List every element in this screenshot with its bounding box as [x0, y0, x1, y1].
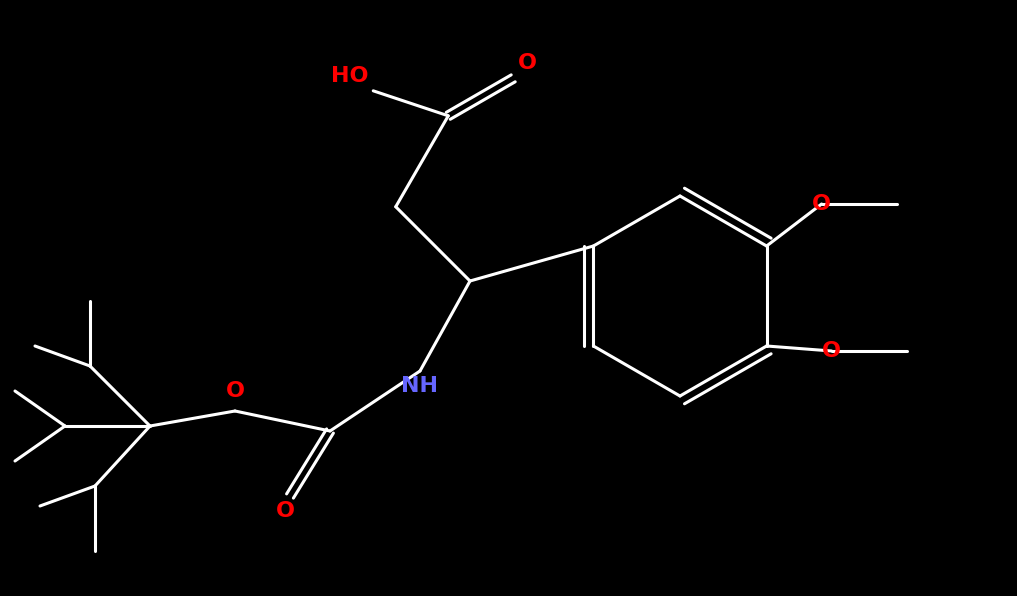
- Text: O: O: [276, 501, 295, 521]
- Text: O: O: [226, 381, 244, 401]
- Text: O: O: [519, 53, 537, 73]
- Text: NH: NH: [402, 376, 438, 396]
- Text: HO: HO: [331, 66, 368, 86]
- Text: O: O: [822, 341, 841, 361]
- Text: O: O: [813, 194, 831, 214]
